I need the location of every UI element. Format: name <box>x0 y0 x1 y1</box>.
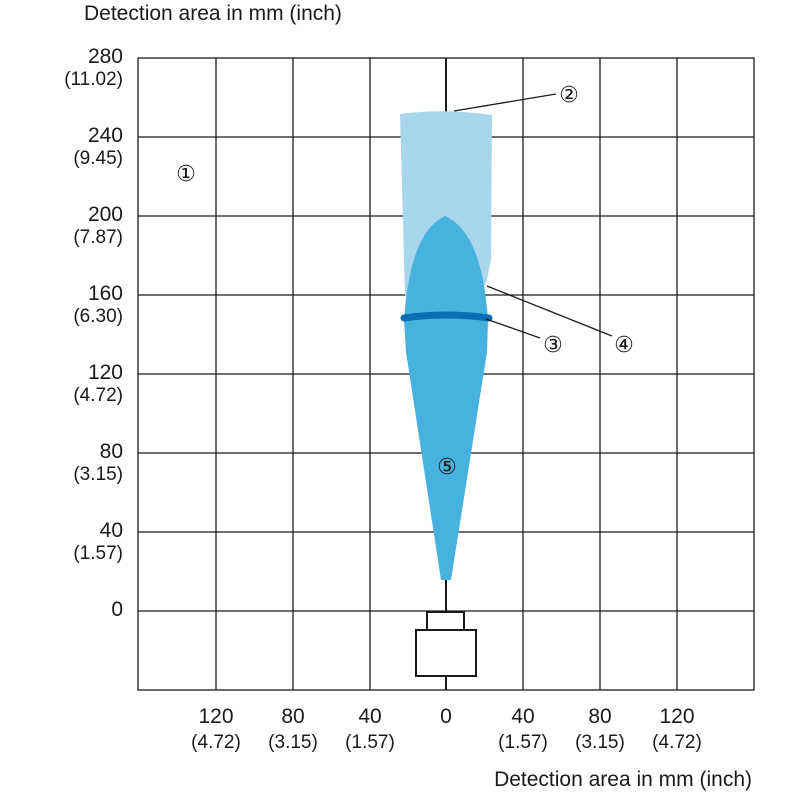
callout-3: ③ <box>543 333 563 358</box>
x-tick-label: 80 <box>588 705 611 728</box>
x-axis-labels: 120 (4.72) 80 (3.15) 40 (1.57) 0 40 (1.5… <box>191 705 702 753</box>
y-axis-title: Detection area in mm (inch) <box>84 2 342 25</box>
x-tick-label: 40 <box>358 705 381 728</box>
callout-1: ① <box>176 162 196 187</box>
y-tick-sublabel: (1.57) <box>73 543 123 564</box>
y-tick-label: 280 <box>88 45 123 68</box>
x-tick-label: 120 <box>198 705 233 728</box>
y-axis-labels: 280 (11.02) 240 (9.45) 200 (7.87) 160 (6… <box>64 45 123 621</box>
y-tick-label: 0 <box>111 598 123 621</box>
main-detection-cone <box>404 216 488 580</box>
focus-band <box>400 311 493 322</box>
y-tick-label: 200 <box>88 203 123 226</box>
leader-lines <box>453 93 613 339</box>
x-tick-sublabel: (4.72) <box>652 732 702 753</box>
y-tick-label: 80 <box>100 440 123 463</box>
x-tick-sublabel: (1.57) <box>345 732 395 753</box>
x-tick-label: 80 <box>281 705 304 728</box>
y-tick-sublabel: (9.45) <box>73 148 123 169</box>
x-tick-label: 120 <box>659 705 694 728</box>
x-tick-label: 40 <box>511 705 534 728</box>
y-tick-sublabel: (7.87) <box>73 227 123 248</box>
x-tick-sublabel: (1.57) <box>498 732 548 753</box>
y-tick-sublabel: (3.15) <box>73 464 123 485</box>
callout-4: ④ <box>614 333 634 358</box>
y-tick-label: 240 <box>88 124 123 147</box>
x-tick-label: 0 <box>440 705 452 728</box>
x-axis-title: Detection area in mm (inch) <box>494 768 752 791</box>
callouts: ① ② ③ ④ ⑤ <box>176 83 634 480</box>
callout-5: ⑤ <box>437 455 457 480</box>
x-tick-sublabel: (3.15) <box>268 732 318 753</box>
y-tick-label: 160 <box>88 282 123 305</box>
y-tick-label: 40 <box>100 519 123 542</box>
sensor-icon <box>415 611 477 677</box>
y-tick-sublabel: (6.30) <box>73 306 123 327</box>
x-tick-sublabel: (3.15) <box>575 732 625 753</box>
y-tick-sublabel: (4.72) <box>73 385 123 406</box>
y-tick-label: 120 <box>88 361 123 384</box>
callout-2: ② <box>559 83 579 108</box>
y-tick-sublabel: (11.02) <box>64 69 123 90</box>
x-tick-sublabel: (4.72) <box>191 732 241 753</box>
